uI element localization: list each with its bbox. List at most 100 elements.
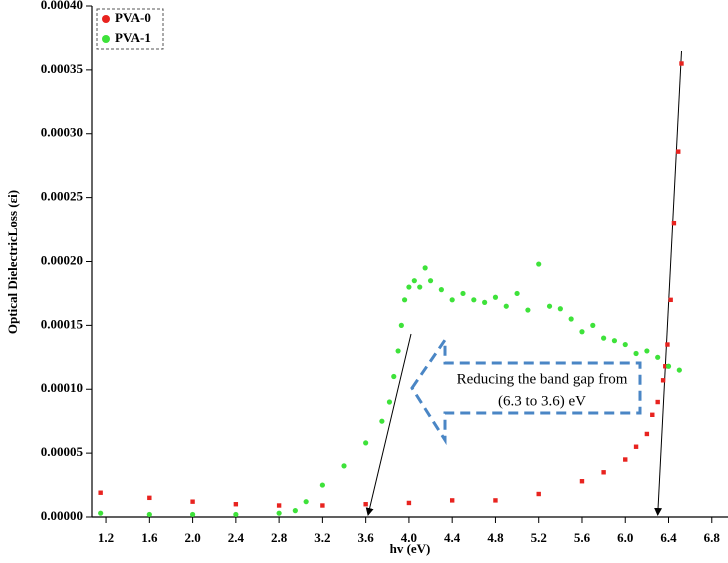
point [671,220,677,226]
point [503,303,509,309]
y-tick-label: 0.00025 [41,189,84,204]
point [644,431,650,437]
legend-marker [102,15,110,23]
point [422,265,428,271]
y-tick-label: 0.00010 [41,380,83,395]
point [655,399,660,405]
tangent-line [365,333,412,516]
point [147,495,152,501]
point [233,511,239,518]
point [276,503,282,508]
point [655,354,661,360]
point [611,338,618,344]
point [601,335,607,341]
point [438,287,444,293]
x-tick-label: 3.2 [314,530,330,545]
point [427,278,434,284]
y-tick-label: 0.00000 [41,508,83,523]
point [525,307,531,313]
point [406,500,412,506]
x-axis-label: hv (eV) [390,541,431,556]
point [514,290,520,297]
point [492,294,499,300]
x-tick-label: 2.4 [228,530,245,545]
point [460,290,466,297]
point [411,278,417,284]
point [650,412,655,417]
point [536,491,541,497]
point [579,329,585,335]
point [449,297,455,303]
point [679,61,684,66]
x-tick-label: 1.6 [141,530,158,545]
x-tick-label: 4.4 [444,530,461,545]
point [676,367,682,373]
point [663,364,668,369]
point [398,322,404,328]
annotation-text: Reducing the band gap from [457,371,628,387]
point [190,499,195,504]
point [363,440,369,446]
x-tick-label: 6.0 [617,530,633,545]
point [292,508,298,514]
point [633,444,639,449]
x-tick-label: 5.6 [574,530,591,545]
point [449,498,455,503]
point [98,510,104,516]
point [471,297,477,303]
point [623,457,628,462]
legend-marker [102,35,110,43]
point [401,297,408,303]
y-tick-label: 0.00035 [41,61,84,76]
point [568,316,574,322]
point [406,284,412,290]
point [622,341,628,348]
point [98,490,103,495]
x-tick-label: 5.2 [531,530,547,545]
annotation-arrow [410,335,642,446]
point [676,149,681,154]
point [546,303,553,309]
point [233,502,239,507]
y-tick-label: 0.00030 [41,125,83,140]
point [579,479,585,484]
point [665,342,670,347]
point [493,498,498,503]
x-tick-label: 6.4 [660,530,677,545]
point [276,510,282,516]
point [417,284,423,290]
x-tick-label: 6.8 [704,530,721,545]
point [601,470,606,475]
point [660,378,666,383]
point [644,348,650,354]
point [146,511,152,518]
y-axis-label: Optical DielectricLoss (εi) [5,190,20,334]
point [386,399,393,405]
point [379,418,385,424]
point [590,322,596,328]
y-tick-label: 0.00020 [41,252,83,267]
point [391,373,397,380]
x-tick-label: 4.8 [487,530,504,545]
y-tick-label: 0.00040 [41,0,83,12]
point [341,463,347,469]
point [395,348,401,354]
point [482,299,488,305]
point [303,499,309,505]
point [557,306,563,312]
y-tick-label: 0.00005 [41,444,84,459]
legend-label: PVA-1 [115,30,151,45]
x-tick-label: 3.6 [358,530,375,545]
x-tick-label: 2.0 [184,530,200,545]
x-tick-label: 2.8 [271,530,288,545]
point [363,502,368,507]
point [319,482,325,488]
point [665,363,672,369]
point [536,261,542,267]
tangent-line [654,50,682,516]
x-tick-label: 4.0 [401,530,417,545]
annotation-text: (6.3 to 3.6) eV [498,393,586,409]
legend-label: PVA-0 [115,10,151,25]
point [668,297,673,303]
